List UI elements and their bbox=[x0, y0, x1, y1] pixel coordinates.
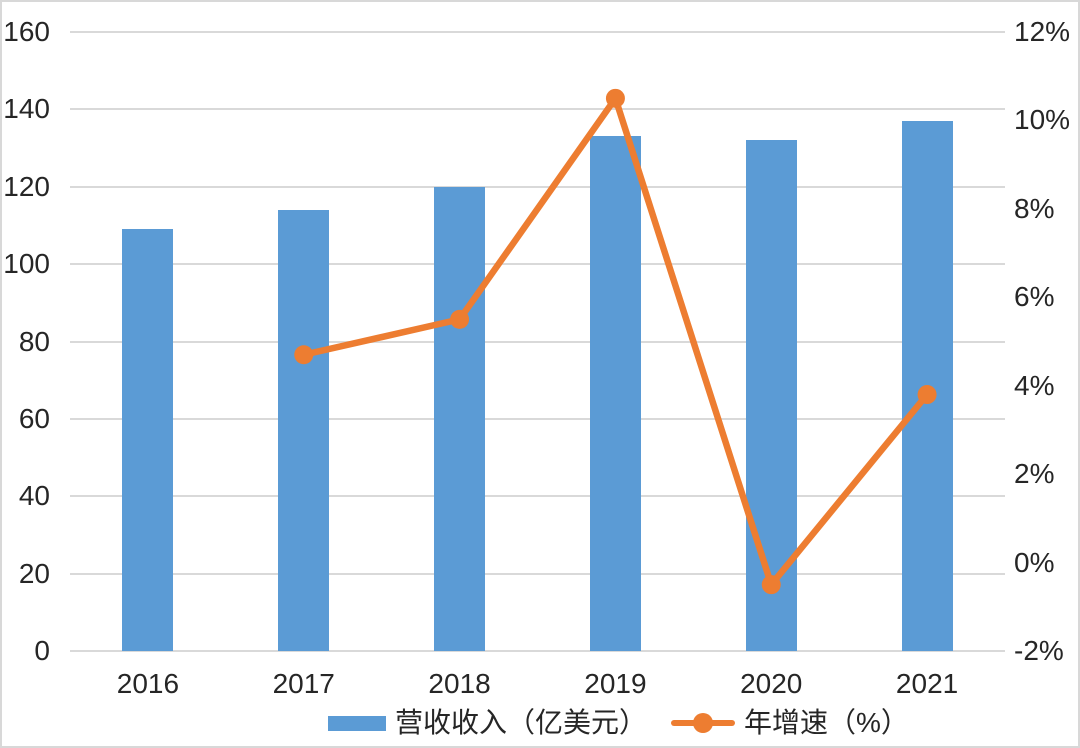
legend-item-revenue: 营收收入（亿美元） bbox=[328, 706, 647, 740]
revenue-swatch-icon bbox=[328, 715, 386, 731]
legend-item-growth: 年增速（%） bbox=[671, 706, 909, 740]
legend-label-revenue: 营收收入（亿美元） bbox=[395, 707, 648, 738]
growth-point-2021 bbox=[917, 385, 937, 405]
revenue-bar-2016 bbox=[122, 229, 174, 651]
growth-line bbox=[300, 95, 931, 588]
x-axis-tick: 2016 bbox=[116, 668, 180, 699]
right-axis-tick: 2% bbox=[1014, 458, 1055, 490]
left-axis-tick: 140 bbox=[3, 93, 50, 125]
x-axis-tick: 2020 bbox=[740, 668, 803, 699]
right-axis-tick: -2% bbox=[1014, 635, 1064, 666]
right-axis-tick: 0% bbox=[1014, 546, 1055, 578]
gridline bbox=[70, 495, 1005, 498]
left-axis-tick: 120 bbox=[3, 170, 50, 202]
left-axis-tick: 100 bbox=[3, 248, 50, 280]
x-axis-tick: 2019 bbox=[584, 668, 647, 699]
revenue-bar-2017 bbox=[278, 209, 330, 651]
growth-point-2017 bbox=[294, 345, 314, 365]
gridline bbox=[70, 108, 1005, 111]
growth-line-layer bbox=[294, 88, 937, 595]
gridline bbox=[70, 263, 1005, 266]
gridline bbox=[70, 340, 1005, 343]
growth-point-2018 bbox=[450, 309, 470, 329]
left-axis-tick: 60 bbox=[18, 402, 50, 434]
left-axis-tick: 0 bbox=[34, 635, 50, 666]
right-axis-tick: 8% bbox=[1014, 192, 1055, 224]
gridline bbox=[70, 572, 1005, 575]
left-axis-tick: 160 bbox=[3, 16, 50, 47]
growth-point-2019 bbox=[605, 88, 625, 108]
x-axis-tick: 2021 bbox=[895, 668, 959, 699]
revenue-bar-2018 bbox=[434, 186, 486, 651]
x-axis-tick: 2018 bbox=[428, 668, 491, 699]
left-axis-tick: 40 bbox=[18, 480, 50, 512]
gridline bbox=[70, 31, 1005, 33]
right-axis-tick: 6% bbox=[1014, 281, 1055, 313]
plot-area bbox=[70, 31, 1005, 652]
gridline bbox=[70, 185, 1005, 188]
growth-point-2020 bbox=[761, 575, 781, 595]
x-axis-tick: 2017 bbox=[272, 668, 335, 699]
revenue-bar-2019 bbox=[589, 136, 641, 651]
legend-label-growth: 年增速（%） bbox=[744, 707, 909, 738]
left-axis-tick: 20 bbox=[18, 557, 50, 589]
legend: 营收收入（亿美元） 年增速（%） bbox=[328, 706, 909, 740]
gridline bbox=[70, 417, 1005, 420]
left-axis-tick: 80 bbox=[18, 325, 50, 357]
growth-line-marker-icon bbox=[671, 713, 736, 733]
right-axis-tick: 10% bbox=[1014, 104, 1071, 136]
right-axis-tick: 12% bbox=[1014, 16, 1071, 47]
gridline bbox=[70, 650, 1005, 652]
right-axis-tick: 4% bbox=[1014, 369, 1055, 401]
